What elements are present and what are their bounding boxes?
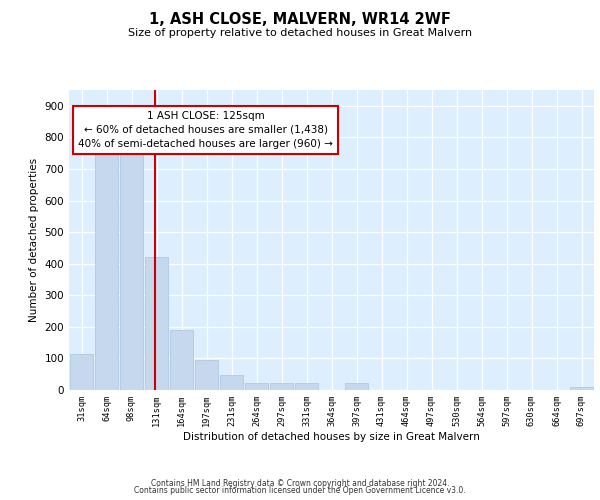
Bar (295, 383, 319, 390)
Bar (194, 360, 218, 390)
Bar (344, 383, 368, 390)
X-axis label: Distribution of detached houses by size in Great Malvern: Distribution of detached houses by size … (183, 432, 480, 442)
Bar (95, 153, 118, 390)
Text: 1 ASH CLOSE: 125sqm
← 60% of detached houses are smaller (1,438)
40% of semi-det: 1 ASH CLOSE: 125sqm ← 60% of detached ho… (78, 111, 333, 149)
Text: Contains public sector information licensed under the Open Government Licence v3: Contains public sector information licen… (134, 486, 466, 495)
Text: Size of property relative to detached houses in Great Malvern: Size of property relative to detached ho… (128, 28, 472, 38)
Text: Contains HM Land Registry data © Crown copyright and database right 2024.: Contains HM Land Registry data © Crown c… (151, 478, 449, 488)
Bar (269, 383, 293, 390)
Y-axis label: Number of detached properties: Number of detached properties (29, 158, 39, 322)
Bar (70, 354, 94, 390)
Bar (569, 388, 593, 390)
Bar (145, 258, 169, 390)
Bar (119, 153, 143, 390)
Text: 1, ASH CLOSE, MALVERN, WR14 2WF: 1, ASH CLOSE, MALVERN, WR14 2WF (149, 12, 451, 28)
Bar (220, 375, 244, 390)
Bar (170, 330, 193, 390)
Bar (245, 383, 268, 390)
